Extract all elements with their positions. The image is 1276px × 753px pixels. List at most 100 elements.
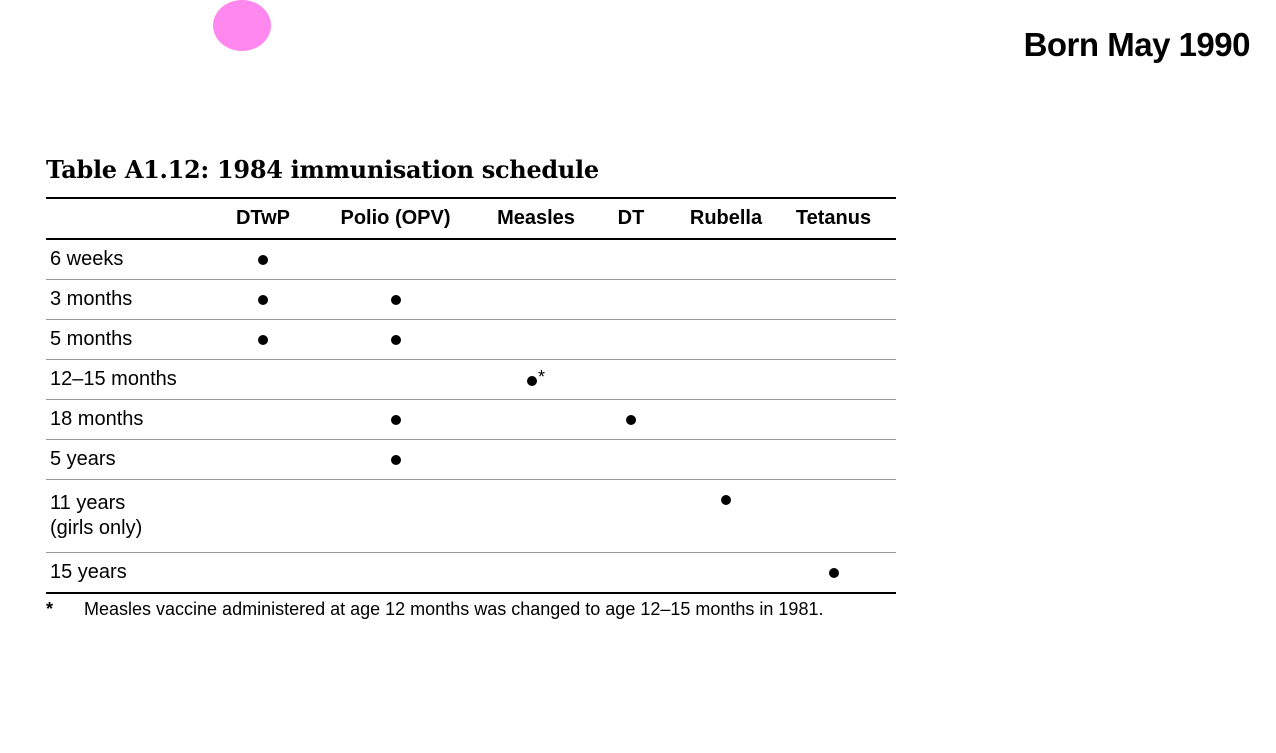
dose-cell <box>226 439 300 480</box>
row-age-label: 11 years <box>50 492 126 514</box>
dose-bullet-icon <box>828 567 839 578</box>
row-age-cell: 3 months <box>46 279 226 320</box>
immunisation-schedule-table: DTwP Polio (OPV) Measles DT Rubella Teta… <box>46 197 896 594</box>
dose-cell <box>771 439 896 480</box>
dose-cell <box>491 239 581 280</box>
dose-cell <box>581 552 681 594</box>
table-body: 6 weeks 3 months 5 months 12–15 months * 18 m… <box>46 239 896 594</box>
row-age-cell: 11 years (girls only) <box>46 479 226 553</box>
dose-cell <box>581 359 681 400</box>
table-row: 6 weeks <box>46 239 896 280</box>
dose-bullet-icon <box>258 334 268 345</box>
dose-cell <box>300 239 491 280</box>
row-age-label: 15 years <box>50 561 127 583</box>
dose-cell <box>226 359 300 400</box>
column-header-measles: Measles <box>491 197 581 240</box>
dose-bullet-icon <box>258 294 268 305</box>
dose-cell <box>681 552 771 594</box>
dose-cell <box>771 552 896 594</box>
row-age-cell: 5 years <box>46 439 226 480</box>
dose-cell <box>300 439 491 480</box>
table-row: 5 years <box>46 439 896 480</box>
table-row: 5 months <box>46 319 896 360</box>
dose-cell <box>300 359 491 400</box>
dose-cell <box>581 319 681 360</box>
column-header-rubella: Rubella <box>681 197 771 240</box>
dose-cell <box>300 552 491 594</box>
row-age-label: 18 months <box>50 408 144 430</box>
dose-cell <box>681 399 771 440</box>
table-header-row: DTwP Polio (OPV) Measles DT Rubella Teta… <box>46 197 896 240</box>
dose-cell: * <box>491 359 581 400</box>
dose-cell <box>491 399 581 440</box>
row-age-cell: 18 months <box>46 399 226 440</box>
dose-cell <box>681 239 771 280</box>
dose-bullet-icon <box>390 294 401 305</box>
dose-cell <box>681 439 771 480</box>
dose-bullet-icon <box>721 494 731 505</box>
row-age-label: 5 years <box>50 448 116 470</box>
column-header-age <box>46 197 226 240</box>
dose-bullet-icon <box>526 376 537 387</box>
dose-cell <box>300 399 491 440</box>
column-header-dt: DT <box>581 197 681 240</box>
row-age-label: 6 weeks <box>50 248 124 270</box>
dose-cell <box>771 399 896 440</box>
dose-cell <box>681 319 771 360</box>
row-age-cell: 15 years <box>46 552 226 594</box>
footnote-reference-mark: * <box>537 366 545 387</box>
column-header-dtwp: DTwP <box>226 197 300 240</box>
pink-marker-dot <box>213 0 271 51</box>
table-row: 15 years <box>46 552 896 594</box>
dose-cell <box>771 479 896 553</box>
row-age-cell: 5 months <box>46 319 226 360</box>
dose-cell <box>491 279 581 320</box>
row-age-note: (girls only) <box>50 517 143 539</box>
row-age-label: 12–15 months <box>50 368 177 390</box>
row-age-label: 5 months <box>50 328 133 350</box>
dose-bullet-icon <box>390 414 401 425</box>
dose-cell <box>300 319 491 360</box>
row-age-cell: 6 weeks <box>46 239 226 280</box>
row-age-cell: 12–15 months <box>46 359 226 400</box>
dose-cell <box>226 552 300 594</box>
dose-cell <box>771 319 896 360</box>
table-row: 12–15 months * <box>46 359 896 400</box>
dose-bullet-icon <box>390 454 401 465</box>
dose-cell <box>491 439 581 480</box>
table-title: Table A1.12: 1984 immunisation schedule <box>46 155 599 184</box>
dose-cell <box>581 279 681 320</box>
dose-bullet-icon <box>258 254 268 265</box>
dose-cell <box>226 319 300 360</box>
dose-cell <box>491 552 581 594</box>
table-row: 18 months <box>46 399 896 440</box>
dose-bullet-icon <box>626 414 636 425</box>
row-age-label: 3 months <box>50 288 133 310</box>
dose-cell <box>226 279 300 320</box>
dose-cell <box>300 279 491 320</box>
footnote-marker: * <box>46 599 54 619</box>
dose-cell <box>491 479 581 553</box>
dose-cell <box>300 479 491 553</box>
table-row: 11 years (girls only) <box>46 479 896 553</box>
dose-cell <box>581 439 681 480</box>
dose-cell <box>771 279 896 320</box>
dose-cell <box>581 479 681 553</box>
footnote-text: Measles vaccine administered at age 12 m… <box>84 599 824 619</box>
dose-cell <box>581 239 681 280</box>
dose-cell <box>226 399 300 440</box>
page-heading: Born May 1990 <box>1023 26 1251 63</box>
dose-cell <box>226 239 300 280</box>
dose-cell <box>681 359 771 400</box>
dose-cell <box>226 479 300 553</box>
dose-cell <box>581 399 681 440</box>
dose-cell <box>771 359 896 400</box>
dose-cell <box>771 239 896 280</box>
dose-cell <box>681 279 771 320</box>
dose-bullet-icon <box>390 334 401 345</box>
column-header-polio: Polio (OPV) <box>300 197 491 240</box>
dose-cell <box>491 319 581 360</box>
table-row: 3 months <box>46 279 896 320</box>
dose-cell <box>681 479 771 553</box>
column-header-tetanus: Tetanus <box>771 197 896 240</box>
